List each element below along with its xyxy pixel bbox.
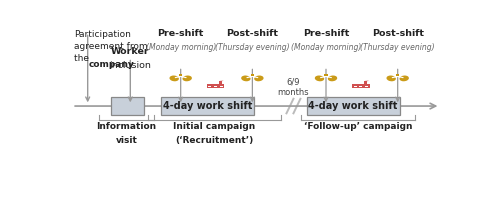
Bar	[354, 86, 356, 87]
FancyBboxPatch shape	[111, 97, 144, 115]
Ellipse shape	[315, 76, 324, 81]
Bar	[364, 81, 367, 84]
Text: inclusion: inclusion	[110, 61, 151, 70]
Text: 6/9
months: 6/9 months	[277, 78, 309, 97]
Bar	[220, 86, 223, 87]
Text: Pre-shift: Pre-shift	[158, 29, 204, 38]
Ellipse shape	[366, 80, 369, 81]
Text: (Monday morning): (Monday morning)	[291, 43, 361, 52]
Text: Initial campaign: Initial campaign	[174, 122, 256, 131]
Text: ‘Follow-up’ campaign: ‘Follow-up’ campaign	[304, 122, 412, 131]
Ellipse shape	[182, 76, 192, 81]
Ellipse shape	[222, 80, 224, 81]
Text: Worker: Worker	[111, 47, 150, 56]
Text: Information: Information	[96, 122, 156, 131]
Bar	[360, 86, 362, 87]
Bar	[396, 74, 399, 76]
Bar	[251, 74, 254, 76]
Bar	[219, 81, 222, 84]
Text: (Thursday evening): (Thursday evening)	[215, 43, 290, 52]
Text: (Monday morning): (Monday morning)	[146, 43, 216, 52]
Bar	[207, 84, 224, 88]
FancyBboxPatch shape	[306, 97, 400, 115]
Text: (Thursday evening): (Thursday evening)	[360, 43, 435, 52]
Text: Pre-shift: Pre-shift	[303, 29, 349, 38]
Ellipse shape	[241, 76, 250, 81]
FancyBboxPatch shape	[162, 97, 254, 115]
Bar	[365, 86, 368, 87]
Ellipse shape	[386, 76, 396, 81]
Text: visit: visit	[116, 136, 138, 145]
Text: Post-shift: Post-shift	[226, 29, 278, 38]
Text: (‘Recruitment’): (‘Recruitment’)	[176, 136, 254, 145]
Bar	[214, 86, 217, 87]
Text: 4-day work shift: 4-day work shift	[163, 101, 252, 111]
Ellipse shape	[328, 76, 337, 81]
Ellipse shape	[400, 76, 409, 81]
Bar	[208, 86, 212, 87]
Text: Post-shift: Post-shift	[372, 29, 424, 38]
Text: Participation
agreement from
the: Participation agreement from the	[74, 30, 148, 63]
Ellipse shape	[170, 76, 179, 81]
Text: company: company	[89, 60, 134, 69]
Bar	[324, 74, 328, 76]
Bar	[352, 84, 370, 88]
Ellipse shape	[254, 76, 264, 81]
Text: 4-day work shift: 4-day work shift	[308, 101, 398, 111]
Bar	[179, 74, 182, 76]
